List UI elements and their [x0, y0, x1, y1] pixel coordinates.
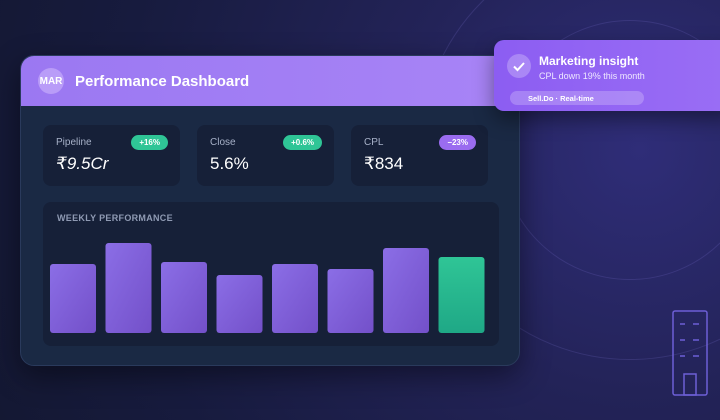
notification[interactable]: Marketing insight CPL down 19% this mont… [494, 40, 720, 111]
bar [105, 243, 152, 333]
notification-message: CPL down 19% this month [539, 71, 645, 81]
building-icon [672, 310, 708, 396]
kpi-value: 5.6% [210, 154, 249, 173]
kpi-change: −23% [439, 135, 476, 150]
kpi-change: +0.6% [283, 135, 322, 150]
bar-chart [50, 243, 485, 333]
dashboard-title: Performance Dashboard [75, 72, 250, 90]
kpi-card: Close +0.6% 5.6% [197, 125, 334, 186]
dashboard-card: MAR Performance Dashboard Pipeline +16% ₹9… [20, 55, 520, 366]
kpi-label: CPL [364, 137, 384, 148]
panel-title: WEEKLY PERFORMANCE [57, 213, 173, 223]
bar [383, 248, 429, 333]
weekly-panel: WEEKLY PERFORMANCE [43, 202, 499, 346]
bar [161, 262, 207, 333]
kpi-value: ₹834 [364, 154, 404, 173]
bar [327, 269, 374, 333]
kpi-card: Pipeline +16% ₹9.5Cr [43, 125, 180, 186]
kpi-label: Pipeline [56, 137, 92, 148]
bar [438, 257, 485, 333]
kpi-card: CPL −23% ₹834 [351, 125, 488, 186]
check-icon [507, 54, 531, 78]
month-badge: MAR [38, 68, 64, 94]
notification-title: Marketing insight [539, 54, 639, 68]
card-header: MAR Performance Dashboard [21, 56, 519, 106]
bar [272, 264, 318, 333]
kpi-value: ₹9.5Cr [56, 154, 109, 173]
bar [216, 275, 263, 333]
notification-tag: Sell.Do · Real-time [510, 91, 644, 105]
kpi-change: +16% [131, 135, 168, 150]
kpi-label: Close [210, 137, 236, 148]
bar [50, 264, 96, 333]
